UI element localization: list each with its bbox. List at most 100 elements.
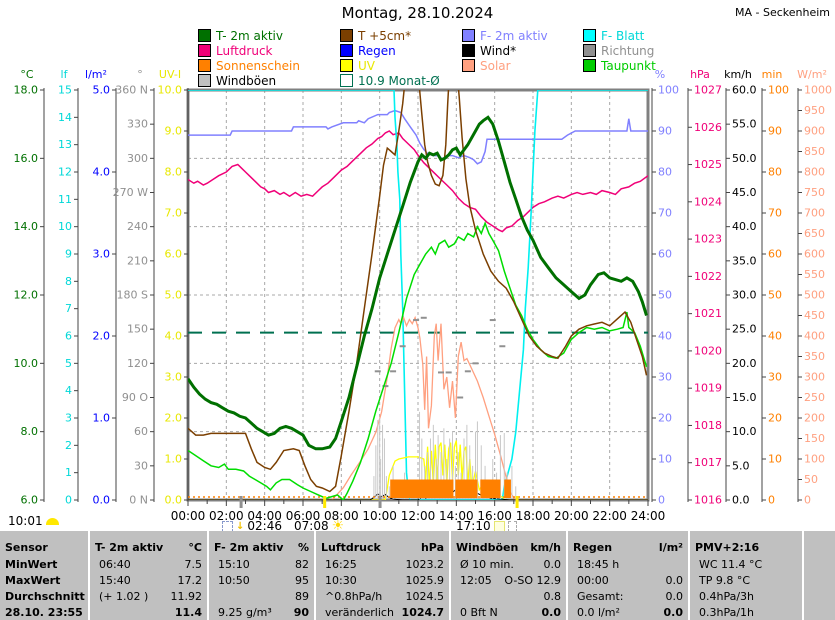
- x-tick-label: 12:00: [401, 509, 436, 523]
- table-cell: 0 Bft N 0.0: [451, 604, 566, 620]
- table-cell: 0.4hPa/3h: [690, 588, 802, 604]
- axis-tick-label: 40: [768, 330, 782, 343]
- axis-tick-label: 2.0: [93, 330, 111, 343]
- legend-swatch-icon: [198, 44, 211, 57]
- axis-unit-label: °C: [20, 68, 34, 81]
- legend-swatch-icon: [462, 59, 475, 72]
- axis-tick-label: 0.0: [165, 494, 183, 507]
- x-tick-label: 14:00: [439, 509, 474, 523]
- table-cell: MinWert: [0, 556, 88, 572]
- axis-tick-label: 14: [58, 111, 72, 124]
- axis-tick-label: 1: [65, 466, 72, 479]
- table-cell: 06:40 7.5: [90, 556, 207, 572]
- sunset-sun-icon: [493, 520, 505, 532]
- table-cell: Gesamt: 0.0: [568, 588, 688, 604]
- table-cell: 28.10. 23:55: [0, 604, 88, 620]
- legend-swatch-icon: [583, 29, 596, 42]
- axis-tick-label: 0: [804, 494, 811, 507]
- legend-item-10-9-monat-: 10.9 Monat-Ø: [340, 73, 440, 88]
- axis-tick-label: 4: [65, 384, 72, 397]
- cell-value: 1024.7: [401, 605, 444, 619]
- axis-tick-label: 750: [804, 186, 825, 199]
- axis-tick-label: 1023: [694, 233, 722, 246]
- table-cell: [804, 604, 835, 620]
- axis-tick-label: 60: [658, 248, 672, 261]
- table-cell: 0.0 l/m² 0.0: [568, 604, 688, 620]
- legend-label: Solar: [480, 58, 511, 73]
- table-cell: 10:50 95: [209, 572, 314, 588]
- axis-tick-label: 4.0: [93, 166, 111, 179]
- axis-tick-label: 270 W: [113, 186, 148, 199]
- cell-label: PMV+2:16: [695, 541, 760, 554]
- axis-tick-label: 1.0: [165, 453, 183, 466]
- cell-value: °C: [188, 541, 202, 554]
- cell-value: 1023.2: [405, 557, 445, 571]
- moonset-arrow-icon: ↓: [236, 520, 245, 532]
- legend-item-luftdruck: Luftdruck: [198, 44, 273, 58]
- axis-tick-label: 15.0: [732, 391, 757, 404]
- axis-tick-label: 1026: [694, 121, 722, 134]
- stats-table: Sensor T- 2m aktiv °C F- 2m aktiv% Luftdruck…: [0, 539, 835, 620]
- moonrise-axis-tick: [378, 496, 382, 508]
- legend-swatch-icon: [198, 74, 211, 87]
- cell-label: Ø 10 min.: [460, 557, 514, 571]
- legend-label: 10.9 Monat-Ø: [358, 73, 440, 88]
- table-cell: veränderlich 1024.7: [316, 604, 449, 620]
- axis-tick-label: 5.0: [93, 84, 111, 97]
- cell-label: MaxWert: [5, 573, 61, 587]
- axis-tick-label: 40.0: [732, 220, 757, 233]
- sunrise-marker: 07:08 ☀: [294, 519, 344, 533]
- axis-tick-label: 250: [804, 391, 825, 404]
- axis-tick-label: 10: [58, 220, 72, 233]
- legend-item-f-2m-aktiv: F- 2m aktiv: [462, 28, 548, 43]
- table-header-cell: Sensor: [0, 539, 88, 556]
- cell-label: T- 2m aktiv: [95, 541, 164, 554]
- table-band-cell: [451, 531, 566, 539]
- legend-label: F- 2m aktiv: [480, 28, 548, 43]
- axis-tick-label: 3: [65, 412, 72, 425]
- legend-swatch-icon: [462, 44, 475, 57]
- cell-value: 95: [295, 573, 309, 587]
- series-solar-line: [188, 315, 648, 500]
- axis-tick-label: 40: [658, 330, 672, 343]
- axis-tick-label: 700: [804, 207, 825, 220]
- moonrise-marker: 10:01: [8, 514, 59, 528]
- axis-tick-label: 9.0: [165, 125, 183, 138]
- table-cell: 11.4: [90, 604, 207, 620]
- axis-tick-label: 1018: [694, 419, 722, 432]
- table-band-cell: [568, 531, 688, 539]
- legend-swatch-icon: [462, 29, 475, 42]
- axis-tick-label: 8: [65, 275, 72, 288]
- table-band-cell: [0, 531, 88, 539]
- axis-tick-label: 0: [65, 494, 72, 507]
- cell-label: WC 11.4 °C: [699, 557, 763, 571]
- axis-tick-label: 150: [127, 323, 148, 336]
- table-header-cell: Windböen km/h: [451, 539, 566, 556]
- table-cell: 00:00 0.0: [568, 572, 688, 588]
- axis-unit-label: km/h: [724, 68, 752, 81]
- axis-tick-label: 12: [58, 166, 72, 179]
- x-tick-label: 22:00: [592, 509, 627, 523]
- axis-tick-label: 5.0: [732, 459, 750, 472]
- axis-tick-label: 0.0: [732, 494, 750, 507]
- axis-tick-label: 1027: [694, 84, 722, 97]
- cell-label: 12:05: [460, 573, 492, 587]
- table-cell: 18:45 h: [568, 556, 688, 572]
- axis-tick-label: 360 N: [115, 84, 148, 97]
- axis-tick-label: 900: [804, 125, 825, 138]
- legend-label: Sonnenschein: [216, 58, 300, 73]
- table-cell: (+ 1.02 ) 11.92: [90, 588, 207, 604]
- series-f2m-line: [188, 109, 648, 165]
- series-t2m-line: [188, 115, 648, 451]
- axis-tick-label: 12.0: [14, 289, 39, 302]
- gridlines: [188, 90, 648, 500]
- axis-tick-label: 100: [658, 84, 679, 97]
- axis-tick-label: 120: [127, 357, 148, 370]
- axis-tick-label: 210: [127, 254, 148, 267]
- axis-tick-label: 50: [768, 289, 782, 302]
- cell-value: 1025.9: [405, 573, 445, 587]
- legend-swatch-icon: [198, 29, 211, 42]
- cell-label: 18:45 h: [577, 557, 620, 571]
- table-band-cell: [209, 531, 314, 539]
- legend-item-regen: Regen: [340, 44, 396, 58]
